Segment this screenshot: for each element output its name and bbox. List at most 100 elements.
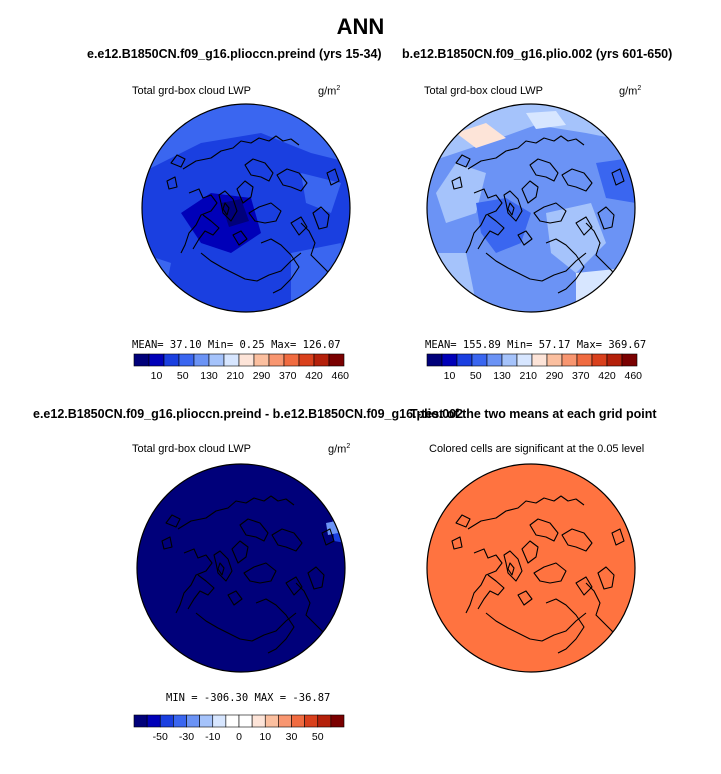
colorbar-box [531,353,548,367]
colorbar-tick-label: 370 [278,370,297,382]
coastline [451,135,625,294]
colorbar-box [193,353,210,367]
colorbar-box [516,353,533,367]
colorbar-box [441,353,458,367]
map-difference [136,463,346,673]
colorbar-tick-label: 420 [305,370,323,382]
colorbar-box [317,714,332,728]
colorbar-box [186,714,200,728]
field-contour [436,163,486,223]
colorbar-tick-label: -50 [152,731,168,743]
colorbar-box [426,353,443,367]
colorbar-box [298,353,315,367]
map-field [427,464,635,672]
panel1-stats: MEAN= 37.10 Min= 0.25 Max= 126.07 [132,339,341,351]
colorbar-tick-label: 50 [311,731,324,743]
map-field [142,104,350,312]
colorbar-tick-label: 130 [200,370,218,382]
colorbar-tick-label: -10 [205,731,221,743]
map-case1 [141,103,351,313]
panel2-label: Total grd-box cloud LWP [424,85,544,97]
map-border [136,463,346,673]
field-contour [596,158,635,203]
colorbar-tick-label: 420 [598,370,616,382]
panel4-sig-label: Colored cells are significant at the 0.0… [429,443,645,455]
colorbar-box [253,353,270,367]
colorbar-tick-label: 290 [252,370,271,382]
colorbar-tick-label: 10 [150,370,163,382]
colorbar-box [546,353,563,367]
colorbar-box [621,353,638,367]
colorbar-box [606,353,623,367]
colorbar-tick-label: 290 [545,370,564,382]
field-contour [576,268,635,312]
panel3-units: g/m2 [328,443,351,456]
colorbar-tick-label: 30 [285,731,298,743]
colorbar-box [264,714,279,728]
colorbar-box [223,353,240,367]
panel3-label: Total grd-box cloud LWP [132,443,252,455]
colorbar-tick-label: -30 [178,731,195,743]
field-contour [142,253,171,312]
colorbar-box [501,353,518,367]
colorbar-box [133,714,148,728]
colorbar-difference [133,714,345,728]
colorbar-box [330,714,345,728]
field-contour [476,198,531,253]
colorbar-tick-label: 460 [624,370,643,382]
diff-title: e.e12.B1850CN.f09_g16.pliocc​n.preind - … [33,407,464,421]
colorbar-box [178,353,195,367]
colorbar-tick-label: 50 [469,370,482,382]
colorbar-box [208,353,225,367]
field-contour [301,173,341,213]
colorbar-tick-label: 10 [443,370,456,382]
colorbar-box [163,353,180,367]
field-contour [456,123,506,148]
map-border [426,103,636,313]
colorbar-box [238,353,255,367]
colorbar-box [199,714,214,728]
colorbar-tick-label: 210 [226,370,245,382]
colorbar-box [486,353,503,367]
colorbar-box [238,714,253,728]
coastline [451,495,625,654]
figure-title: ANN [336,14,385,39]
colorbar-tick-label: 130 [493,370,511,382]
ttest-title: T-test of the two means at each grid poi… [410,407,657,421]
panel2-units: g/m2 [619,85,642,98]
field-contour [142,104,350,173]
panel1-label: Total grd-box cloud LWP [132,85,252,97]
colorbar-case1 [133,353,345,367]
colorbar-box [133,353,150,367]
colorbar-box [291,714,305,728]
colorbar-box [173,714,187,728]
colorbar-box [268,353,285,367]
colorbar-tick-label: 370 [571,370,590,382]
map-field [137,464,345,672]
case1-title: e.e12.B1850CN.f09_g16.pliocc​n.preind (y… [87,47,382,61]
panel3-stats: MIN = -306.30 MAX = -36.87 [166,692,331,704]
colorbar-box [283,353,300,367]
panel2-stats: MEAN= 155.89 Min= 57.17 Max= 369.67 [425,339,647,351]
colorbar-box [159,714,174,728]
colorbar-tick-label: 210 [519,370,538,382]
map-border [426,463,636,673]
colorbar-box [591,353,608,367]
colorbar-tick-label: 50 [176,370,189,382]
field-contour [326,521,338,535]
colorbar-box [225,714,240,728]
colorbar-box [313,353,330,367]
colorbar-box [328,353,345,367]
panel1-units: g/m2 [318,85,341,98]
colorbar-box [251,714,266,728]
colorbar-case2 [426,353,638,367]
colorbar-box [471,353,488,367]
colorbar-box [456,353,473,367]
map-ttest [426,463,636,673]
coastline [161,495,335,654]
map-border [141,103,351,313]
field-contour [526,111,566,129]
colorbar-box [561,353,578,367]
coastline [166,135,340,294]
case2-title: b.e12.B1850CN.f09_g16.plio.002 (yrs 601-… [402,47,673,61]
